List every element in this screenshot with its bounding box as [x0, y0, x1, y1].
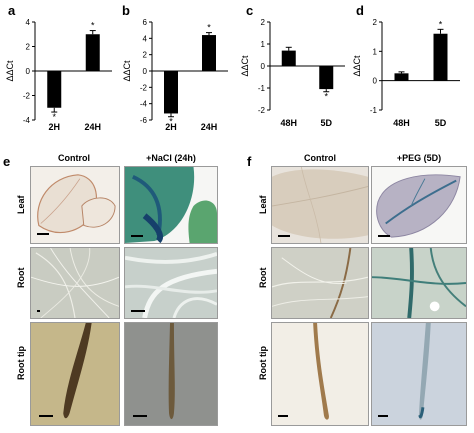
chart-b-bar-2H — [164, 71, 178, 114]
e-col-title-control: Control — [58, 153, 90, 163]
f-root-control-image — [271, 247, 369, 319]
chart-b-y-tick-label: -2 — [140, 83, 148, 92]
chart-a-significance-star: * — [91, 21, 95, 31]
chart-d-y-axis-label: ΔΔCt — [352, 55, 362, 77]
chart-a-y-tick-label: 4 — [26, 18, 31, 27]
chart-a-y-tick-label: 0 — [26, 67, 31, 76]
chart-a-y-tick-label: -2 — [23, 92, 31, 101]
f-root-tip-peg-image — [371, 322, 467, 426]
chart-b-y-tick-label: 6 — [143, 18, 148, 27]
chart-d-category-label: 5D — [435, 118, 447, 128]
chart-c-y-tick-label: 2 — [261, 18, 266, 27]
scale-bar — [39, 415, 53, 417]
chart-b-y-tick-label: 0 — [143, 67, 148, 76]
scale-bar — [37, 310, 40, 312]
chart-c-y-axis-label: ΔΔCt — [240, 55, 250, 77]
f-row-label-root-tip: Root tip — [258, 346, 268, 380]
chart-d-y-tick-label: 1 — [373, 47, 378, 56]
f-row-label-leaf: Leaf — [258, 195, 268, 214]
panel-label-c: c — [246, 3, 254, 18]
chart-b-significance-star: * — [207, 23, 211, 33]
chart-a-significance-star: * — [52, 112, 56, 122]
f-leaf-control-image — [271, 166, 369, 244]
e-root-tip-control-image — [30, 322, 120, 426]
scale-bar — [131, 310, 145, 312]
scale-bar — [278, 415, 288, 417]
chart-c-significance-star: * — [324, 92, 328, 102]
chart-c-y-tick-label: -2 — [258, 106, 266, 115]
chart-a-category-label: 2H — [48, 122, 60, 132]
panel-label-f: f — [247, 154, 252, 169]
chart-a-y-tick-label: 2 — [26, 43, 31, 52]
e-row-label-leaf: Leaf — [16, 195, 26, 214]
chart-b-y-axis-label: ΔΔCt — [122, 60, 132, 82]
scale-bar — [378, 415, 388, 417]
e-leaf-control-image — [30, 166, 120, 244]
scale-bar — [378, 235, 390, 237]
f-row-label-root: Root — [258, 267, 268, 289]
chart-b-y-tick-label: -6 — [140, 116, 148, 125]
chart-c-y-tick-label: 0 — [261, 62, 266, 71]
chart-c-y-tick-label: 1 — [261, 40, 266, 49]
e-leaf-nacl-image — [124, 166, 218, 244]
panel-label-b: b — [122, 3, 130, 18]
chart-a-bar-24H — [85, 34, 100, 71]
e-root-nacl-image — [124, 247, 218, 319]
scale-bar — [278, 235, 290, 237]
chart-b-y-tick-label: 2 — [143, 51, 148, 60]
chart-d-y-tick-label: 2 — [373, 18, 378, 27]
e-row-label-root-tip: Root tip — [16, 346, 26, 380]
chart-b-category-label: 24H — [201, 122, 218, 132]
chart-b-category-label: 2H — [165, 122, 177, 132]
panel-label-a: a — [8, 3, 16, 18]
chart-d-significance-star: * — [439, 19, 443, 29]
chart-c-bar-48H — [281, 50, 296, 66]
chart-c-category-label: 5D — [320, 118, 332, 128]
e-root-tip-nacl-image — [124, 322, 218, 426]
chart-d-y-tick-label: 0 — [373, 77, 378, 86]
chart-c-y-tick-label: -1 — [258, 84, 266, 93]
chart-d-y-tick-label: -1 — [370, 106, 378, 115]
chart-d-bar-48H — [394, 73, 409, 81]
scale-bar — [131, 235, 143, 237]
chart-d-bar-5D — [433, 33, 448, 81]
chart-b-y-tick-label: 4 — [143, 34, 148, 43]
scale-bar — [37, 233, 49, 235]
chart-b-y-tick-label: -4 — [140, 100, 148, 109]
chart-a-category-label: 24H — [84, 122, 101, 132]
chart-c-category-label: 48H — [280, 118, 297, 128]
e-col-title-nacl: +NaCl (24h) — [146, 153, 196, 163]
f-root-peg-image — [371, 247, 467, 319]
e-row-label-root: Root — [16, 267, 26, 289]
chart-a-y-axis-label: ΔΔCt — [5, 60, 15, 82]
scale-bar — [133, 415, 147, 417]
chart-b-significance-star: * — [169, 117, 173, 127]
chart-d-category-label: 48H — [393, 118, 410, 128]
panel-label-d: d — [356, 3, 364, 18]
panel-label-e: e — [3, 154, 11, 169]
f-col-title-control: Control — [304, 153, 336, 163]
chart-a-y-tick-label: -4 — [23, 116, 31, 125]
chart-b-bar-24H — [202, 35, 216, 71]
chart-c-bar-5D — [319, 66, 334, 90]
f-leaf-peg-image — [371, 166, 467, 244]
e-root-control-image — [30, 247, 120, 319]
f-root-tip-control-image — [271, 322, 369, 426]
chart-a-bar-2H — [47, 71, 62, 108]
f-col-title-peg: +PEG (5D) — [396, 153, 442, 163]
bar-charts: -4-2024ΔΔCt*2H*24H-6-4-20246ΔΔCt*2H*24H-… — [5, 18, 460, 132]
